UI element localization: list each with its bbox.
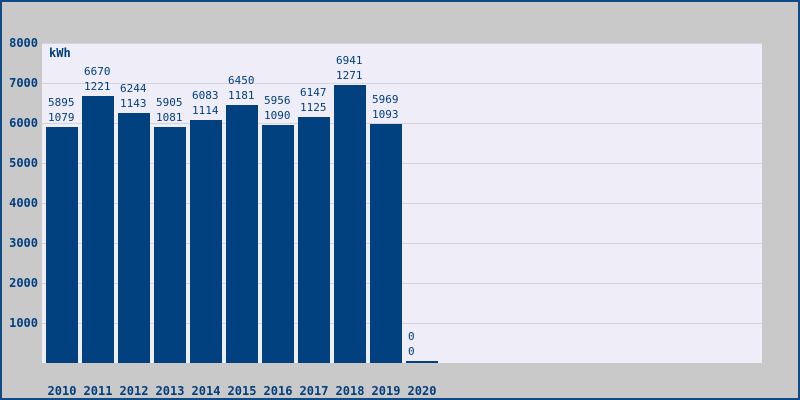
gridline-3000	[42, 243, 762, 244]
primary-value-label: 0	[408, 330, 415, 343]
plot-area: kWh 5895 1079 6670 1221 6244 1143 5905 1081 6083…	[42, 43, 762, 363]
y-tick-label: 3000	[9, 236, 38, 250]
bar-2011	[82, 96, 114, 363]
bar-2017	[298, 117, 330, 363]
bar-value-labels-2010: 5895 1079	[48, 95, 75, 125]
gridline-6000	[42, 123, 762, 124]
y-tick-label: 7000	[9, 76, 38, 90]
x-tick-label-2020: 2020	[407, 384, 437, 398]
gridline-5000	[42, 163, 762, 164]
secondary-value-label: 1181	[228, 89, 255, 102]
secondary-value-label: 1271	[336, 69, 363, 82]
bar-value-labels-2019: 5969 1093	[372, 92, 399, 122]
bar-2019	[370, 124, 402, 363]
y-tick-label: 6000	[9, 116, 38, 130]
x-tick-label-2011: 2011	[83, 384, 113, 398]
x-tick-label-2018: 2018	[335, 384, 365, 398]
primary-value-label: 5969	[372, 93, 399, 106]
bar-2018	[334, 85, 366, 363]
primary-value-label: 6450	[228, 74, 255, 87]
secondary-value-label: 0	[408, 345, 415, 358]
bar-2016	[262, 125, 294, 363]
bar-value-labels-2016: 5956 1090	[264, 93, 291, 123]
bar-value-labels-2012: 6244 1143	[120, 81, 147, 111]
x-tick-label-2010: 2010	[47, 384, 77, 398]
primary-value-label: 5956	[264, 94, 291, 107]
secondary-value-label: 1081	[156, 111, 183, 124]
primary-value-label: 5905	[156, 96, 183, 109]
bar-value-labels-2014: 6083 1114	[192, 88, 219, 118]
bar-value-labels-2011: 6670 1221	[84, 64, 111, 94]
bar-2020	[406, 361, 438, 363]
bar-2015	[226, 105, 258, 363]
bar-2013	[154, 127, 186, 363]
primary-value-label: 6083	[192, 89, 219, 102]
primary-value-label: 6147	[300, 86, 327, 99]
y-tick-label: 4000	[9, 196, 38, 210]
y-tick-label: 1000	[9, 316, 38, 330]
bar-2010	[46, 127, 78, 363]
secondary-value-label: 1114	[192, 104, 219, 117]
x-tick-label-2019: 2019	[371, 384, 401, 398]
primary-value-label: 6670	[84, 65, 111, 78]
secondary-value-label: 1221	[84, 80, 111, 93]
secondary-value-label: 1079	[48, 111, 75, 124]
bar-value-labels-2015: 6450 1181	[228, 73, 255, 103]
primary-value-label: 6244	[120, 82, 147, 95]
secondary-value-label: 1125	[300, 101, 327, 114]
gridline-8000	[42, 43, 762, 44]
x-tick-label-2015: 2015	[227, 384, 257, 398]
bar-value-labels-2013: 5905 1081	[156, 95, 183, 125]
x-tick-label-2017: 2017	[299, 384, 329, 398]
y-tick-label: 8000	[9, 36, 38, 50]
x-tick-label-2014: 2014	[191, 384, 221, 398]
y-tick-label: 5000	[9, 156, 38, 170]
gridline-2000	[42, 283, 762, 284]
primary-value-label: 6941	[336, 54, 363, 67]
gridline-7000	[42, 83, 762, 84]
primary-value-label: 5895	[48, 96, 75, 109]
gridline-1000	[42, 323, 762, 324]
secondary-value-label: 1093	[372, 108, 399, 121]
bar-2014	[190, 120, 222, 363]
x-tick-label-2013: 2013	[155, 384, 185, 398]
bar-2012	[118, 113, 150, 363]
x-tick-label-2016: 2016	[263, 384, 293, 398]
secondary-value-label: 1143	[120, 97, 147, 110]
secondary-value-label: 1090	[264, 109, 291, 122]
x-tick-label-2012: 2012	[119, 384, 149, 398]
y-tick-label: 2000	[9, 276, 38, 290]
bar-value-labels-2017: 6147 1125	[300, 85, 327, 115]
bar-value-labels-2018: 6941 1271	[336, 53, 363, 83]
unit-label: kWh	[49, 46, 71, 60]
gridline-4000	[42, 203, 762, 204]
